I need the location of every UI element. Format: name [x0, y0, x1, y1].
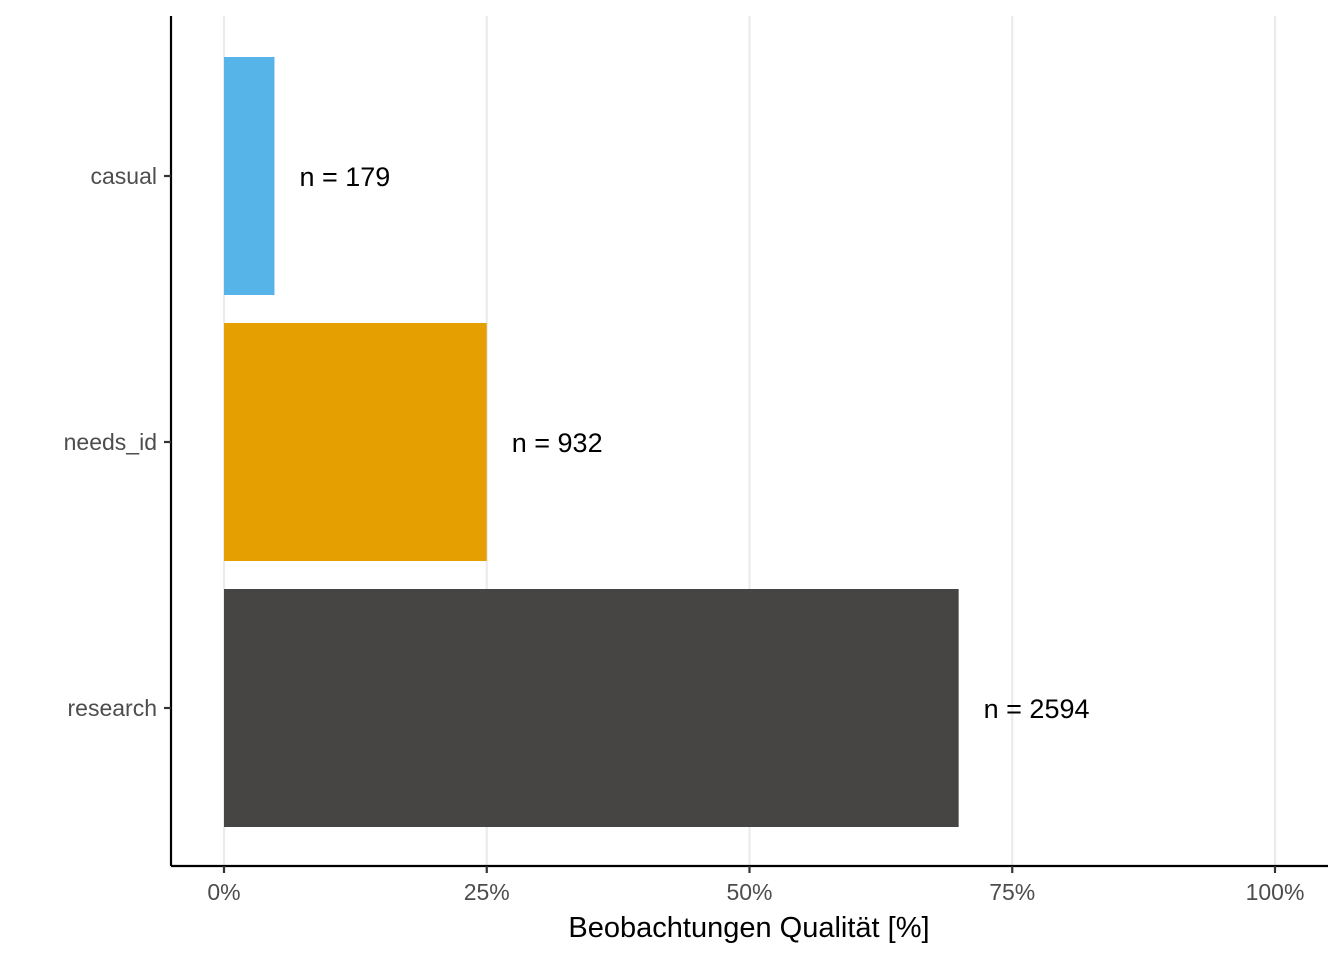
bar-labels: n = 179 n = 932 n = 2594 [299, 162, 1089, 724]
bar-label-needs_id: n = 932 [512, 428, 603, 458]
bar-research [224, 589, 959, 827]
bar-label-research: n = 2594 [984, 694, 1090, 724]
y-axis-ticks: casual needs_id research [64, 163, 171, 721]
x-axis-title: Beobachtungen Qualität [%] [568, 912, 929, 944]
y-tick-label-needs_id: needs_id [64, 429, 157, 455]
x-tick-label-50: 50% [726, 879, 772, 905]
y-tick-label-research: research [68, 695, 157, 721]
x-tick-label-75: 75% [989, 879, 1035, 905]
bar-needs_id [224, 323, 487, 561]
y-tick-label-casual: casual [91, 163, 157, 189]
x-tick-label-100: 100% [1246, 879, 1305, 905]
bars [224, 57, 959, 827]
x-tick-label-0: 0% [207, 879, 240, 905]
bar-casual [224, 57, 275, 295]
x-axis-ticks: 0% 25% 50% 75% 100% [207, 866, 1304, 905]
x-tick-label-25: 25% [464, 879, 510, 905]
bar-label-casual: n = 179 [299, 162, 390, 192]
